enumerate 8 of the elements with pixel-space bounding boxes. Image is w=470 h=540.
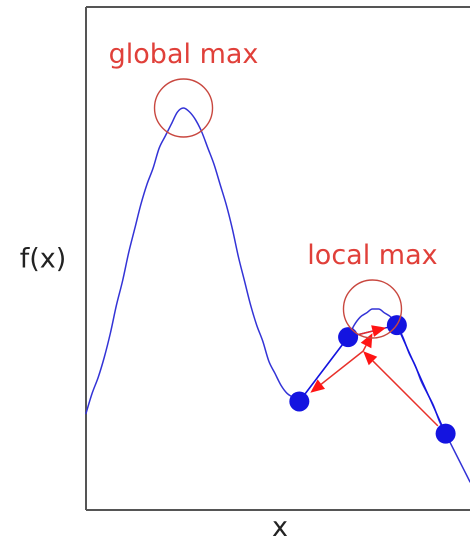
y-axis-title: f(x) <box>20 244 66 274</box>
point <box>338 327 358 348</box>
point <box>436 424 456 444</box>
point <box>289 391 310 412</box>
annotation: local max <box>307 240 438 271</box>
point <box>386 315 407 336</box>
x-axis-title: x <box>272 512 288 540</box>
annotation: global max <box>108 39 258 70</box>
